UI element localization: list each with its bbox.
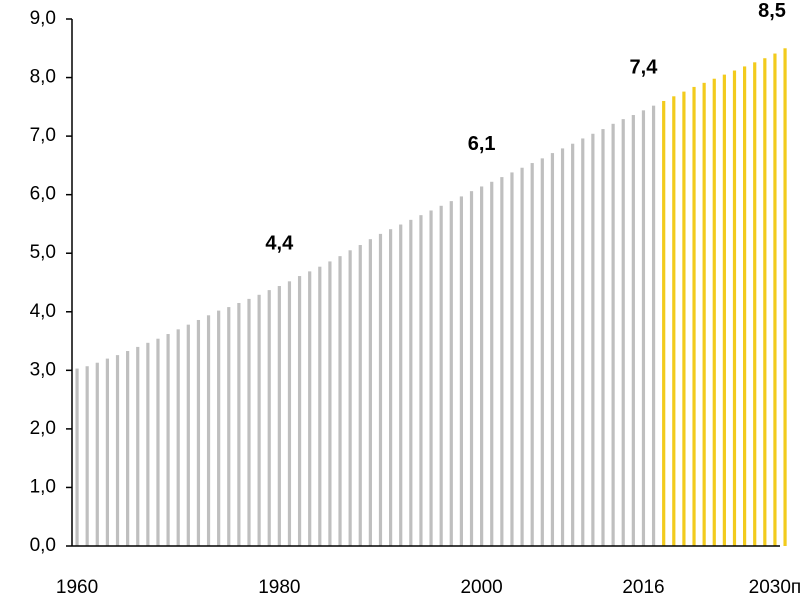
bar <box>500 177 504 546</box>
bar <box>389 229 393 546</box>
y-tick-label: 7,0 <box>30 125 56 146</box>
bar <box>682 91 686 546</box>
bar <box>399 224 403 546</box>
bar <box>166 334 170 546</box>
bar <box>429 210 433 546</box>
bar <box>449 201 453 546</box>
y-tick-label: 3,0 <box>30 359 56 380</box>
bar <box>743 66 747 547</box>
bar <box>560 148 565 546</box>
bar <box>206 315 211 546</box>
y-tick-label: 8,0 <box>30 67 56 88</box>
bar <box>105 358 109 546</box>
y-tick-label: 0,0 <box>30 535 56 556</box>
bar <box>510 172 514 546</box>
bar <box>75 368 79 546</box>
bar <box>611 123 615 546</box>
bar <box>692 86 696 547</box>
bar <box>419 215 423 546</box>
bar <box>186 324 190 546</box>
bar <box>550 153 555 546</box>
data-label: 4,4 <box>265 232 294 254</box>
bar <box>146 342 150 546</box>
bar <box>540 158 544 546</box>
bar <box>753 62 757 546</box>
bar <box>722 74 726 546</box>
bar <box>732 70 737 546</box>
x-tick-label: 2000 <box>460 577 502 598</box>
bar <box>277 286 281 546</box>
bar <box>631 115 635 546</box>
bar <box>480 186 484 547</box>
bar <box>237 302 241 546</box>
bar <box>783 48 787 547</box>
bar <box>95 362 99 546</box>
bar <box>520 167 524 546</box>
bar <box>338 256 342 546</box>
bar <box>115 355 120 546</box>
bar <box>773 53 777 546</box>
bar <box>308 271 312 546</box>
bar <box>328 261 332 546</box>
bar <box>348 250 352 547</box>
bar <box>459 196 463 546</box>
bar <box>156 338 160 546</box>
bar <box>85 366 89 546</box>
bar <box>217 310 221 546</box>
bar <box>378 233 383 546</box>
data-label: 6,1 <box>468 133 496 155</box>
bar <box>672 96 676 546</box>
bar <box>409 219 413 546</box>
bar <box>136 346 140 546</box>
bar <box>571 143 575 546</box>
bar <box>176 329 180 546</box>
y-tick-label: 6,0 <box>30 184 56 205</box>
bar <box>490 181 494 547</box>
bar <box>368 239 372 546</box>
bar <box>621 119 625 546</box>
bar <box>257 294 261 546</box>
bar <box>763 58 767 546</box>
bar <box>641 110 646 546</box>
data-label: 7,4 <box>630 57 659 79</box>
bar <box>358 245 362 546</box>
bar <box>702 82 706 546</box>
bar <box>591 133 595 546</box>
y-tick-label: 9,0 <box>30 8 56 29</box>
x-tick-label: 1980 <box>258 577 300 598</box>
data-label: 8,5 <box>758 0 786 22</box>
bar <box>662 100 666 546</box>
bar <box>267 290 271 546</box>
x-tick-label: 2030п <box>749 577 802 598</box>
bar <box>318 266 322 546</box>
bar <box>601 129 605 546</box>
bar <box>530 163 534 546</box>
y-tick-label: 5,0 <box>30 242 56 263</box>
y-tick-label: 4,0 <box>30 301 56 322</box>
bar <box>196 319 201 546</box>
x-tick-label: 1960 <box>56 577 98 598</box>
bar <box>439 205 443 546</box>
bar <box>469 191 474 547</box>
bar <box>227 307 231 546</box>
y-tick-label: 1,0 <box>30 476 56 497</box>
x-tick-label: 2016 <box>622 577 664 598</box>
bar <box>297 276 302 546</box>
bar <box>712 78 716 546</box>
bar <box>287 281 292 546</box>
bar <box>651 105 656 546</box>
bar <box>581 138 585 546</box>
bar <box>126 351 130 546</box>
bar <box>247 298 251 546</box>
y-tick-label: 2,0 <box>30 418 56 439</box>
